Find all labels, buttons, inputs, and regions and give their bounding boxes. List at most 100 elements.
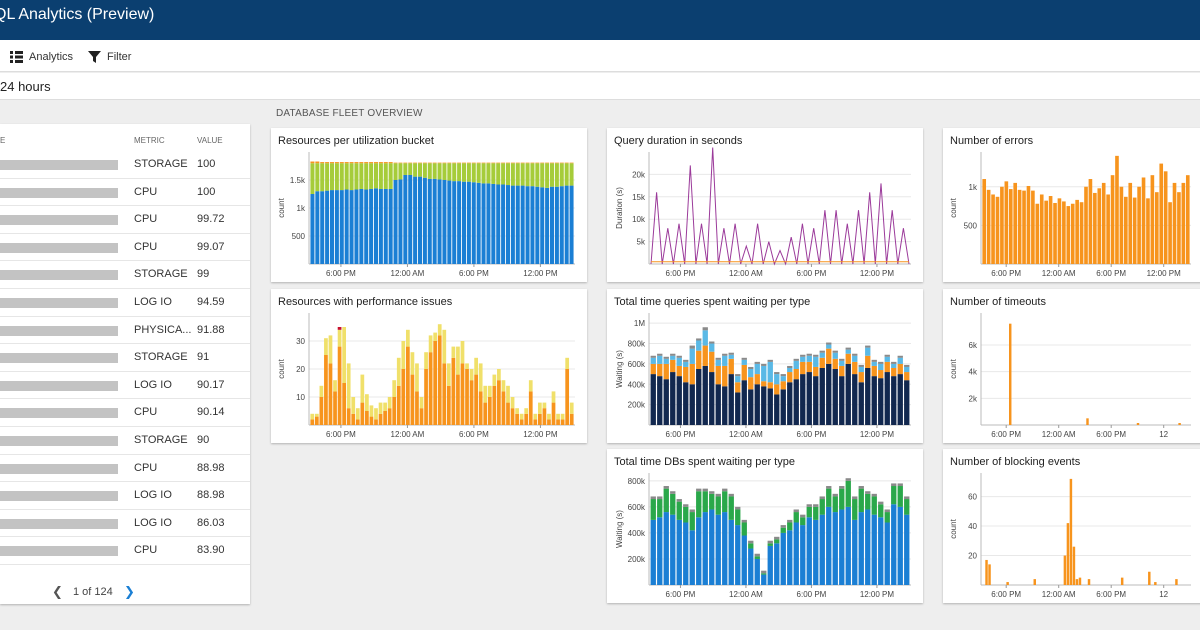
x-tick-label: 12:00 PM [860, 430, 895, 439]
chevron-right-icon[interactable]: ❯ [124, 584, 135, 599]
value-cell: 91.88 [197, 323, 225, 336]
bar-lightblue [897, 357, 903, 364]
time-range-bar[interactable]: 24 hours [0, 73, 1200, 100]
bar-orange [319, 397, 324, 425]
table-row[interactable]: CPU 88.98 [0, 455, 250, 483]
chart-card-query-duration[interactable]: Query duration in seconds 5k 10k 15k 20k Dur… [607, 128, 923, 282]
toolbar: Analytics Filter [0, 40, 1200, 72]
bar-red [337, 327, 342, 330]
bar-medium [457, 163, 462, 182]
y-tick-label: 400k [628, 380, 646, 389]
bar-high [510, 162, 515, 164]
bar-medium [398, 163, 403, 180]
bar-low [432, 178, 437, 264]
metric-cell: CPU [134, 461, 158, 474]
bar-navy [683, 382, 689, 425]
chart-card-errors[interactable]: Number of errors 500 1k count 6:00 PM 12:00 … [943, 128, 1200, 282]
value-cell: 99.72 [197, 213, 225, 226]
table-row[interactable]: STORAGE 100 [0, 151, 250, 179]
table-row[interactable]: CPU 99.07 [0, 234, 250, 262]
table-row[interactable]: LOG IO 90.17 [0, 372, 250, 400]
table-row[interactable]: CPU 99.72 [0, 206, 250, 234]
table-row[interactable]: LOG IO 94.59 [0, 289, 250, 317]
table-row[interactable]: STORAGE 99 [0, 261, 250, 289]
bar-yellow [515, 408, 519, 414]
bar-medium [471, 163, 476, 183]
bar-orange [865, 355, 871, 368]
bar-medium [554, 163, 559, 187]
bar-medium [354, 163, 359, 190]
bar-green [865, 493, 871, 510]
bar-medium [569, 163, 574, 186]
bar-green [767, 543, 773, 546]
bar-gray [676, 499, 682, 502]
table-row[interactable]: CPU 83.90 [0, 537, 250, 565]
table-row[interactable]: STORAGE 90 [0, 427, 250, 455]
column-header-metric[interactable]: METRIC [134, 136, 165, 145]
bar-medium [349, 163, 354, 191]
bar-green [676, 501, 682, 520]
chart-card-blocking[interactable]: Number of blocking events 20 40 60 count 6:0… [943, 449, 1200, 603]
bar-orange [735, 382, 741, 393]
x-tick-label: 6:00 PM [666, 590, 696, 599]
bar-low [418, 176, 423, 264]
x-tick-label: 12:00 AM [1042, 269, 1076, 278]
chart-card-wait-dbs[interactable]: Total time DBs spent waiting per type 20… [607, 449, 923, 603]
bar-orange [852, 361, 858, 375]
bar-orange [392, 397, 397, 425]
chevron-left-icon[interactable]: ❮ [52, 584, 63, 599]
chart-card-resources-issues[interactable]: Resources with performance issues 10 20 30… [271, 289, 587, 443]
bar-low [408, 174, 413, 264]
bar-navy [754, 384, 760, 425]
bar-blue [709, 509, 715, 585]
bar-low [462, 181, 467, 264]
bar-low [515, 185, 520, 264]
bar-yellow [378, 402, 383, 414]
bar-yellow [560, 413, 565, 420]
x-tick-label: 6:00 PM [666, 430, 696, 439]
chart-card-resources-utilization[interactable]: Resources per utilization bucket 500 1k 1.… [271, 128, 587, 282]
analytics-button[interactable]: Analytics [10, 48, 73, 66]
bar-orange [871, 365, 877, 377]
chart-plot: 200k 400k 600k 800k 1M Waiting (s) 6:00 PM 12:0… [615, 313, 911, 439]
bar-green [858, 488, 864, 513]
filter-button[interactable]: Filter [88, 48, 131, 66]
table-row[interactable]: LOG IO 86.03 [0, 510, 250, 538]
bar-orange [446, 385, 451, 425]
bar-gray [767, 359, 773, 362]
bar-errors [1124, 196, 1128, 264]
column-header-value[interactable]: VALUE [197, 136, 223, 145]
bar-navy [852, 374, 858, 425]
bar-high [418, 162, 423, 164]
bar-errors [986, 189, 991, 264]
column-header-name[interactable]: E [0, 136, 6, 145]
table-row[interactable]: CPU 90.14 [0, 399, 250, 427]
bar-gray [657, 496, 663, 500]
table-row[interactable]: PHYSICA... 91.88 [0, 317, 250, 345]
bar-medium [408, 163, 413, 175]
bar-errors [1044, 200, 1048, 264]
chart-card-timeouts[interactable]: Number of timeouts 2k 4k 6k count 6:00 PM 12:… [943, 289, 1200, 443]
bar-green [722, 491, 728, 513]
filter-label: Filter [107, 51, 132, 63]
table-row[interactable]: LOG IO 88.98 [0, 482, 250, 510]
bar-lightblue [774, 374, 780, 385]
bar-navy [722, 386, 728, 425]
bar-orange [369, 416, 374, 425]
bar-errors [1110, 175, 1115, 264]
table-row[interactable]: CPU 100 [0, 179, 250, 207]
bar-navy [709, 372, 715, 425]
bar-gray [676, 355, 682, 358]
bar-yellow [337, 329, 342, 347]
resource-name-redacted [0, 546, 118, 557]
bar-high [496, 162, 501, 164]
table-row[interactable]: STORAGE 91 [0, 344, 250, 372]
bar-orange [528, 391, 533, 425]
bar-blue [787, 530, 793, 585]
chart-card-wait-queries[interactable]: Total time queries spent waiting per typ… [607, 289, 923, 443]
bar-medium [427, 163, 432, 179]
bar-blue [806, 517, 812, 585]
bar-blue [852, 519, 858, 585]
resource-name-redacted [0, 518, 118, 529]
bar-high [462, 162, 467, 164]
